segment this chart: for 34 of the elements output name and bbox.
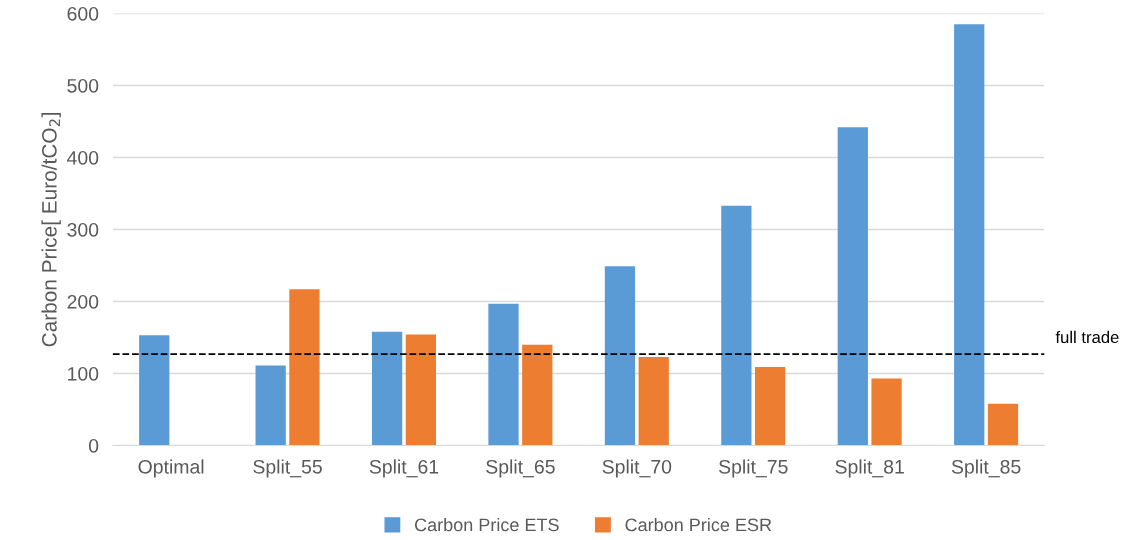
y-tick-label: 500 (67, 78, 99, 93)
bar (255, 365, 286, 446)
bar (604, 266, 636, 446)
y-axis-title: Carbon Price[ Euro/tCO$_{2}$] (41, 113, 61, 347)
x-tick-label: Split_55 (253, 459, 322, 478)
y-tick-label: 0 (88, 438, 99, 453)
bar (638, 356, 669, 446)
x-tick-label: Split_75 (719, 459, 788, 478)
bar (405, 334, 436, 446)
y-tick-label: 200 (67, 294, 99, 309)
y-tick-label: 300 (67, 222, 99, 237)
bar (755, 367, 786, 446)
bar (522, 344, 553, 446)
legend-label: Carbon Price ESR (625, 518, 772, 532)
ref-line-label: full trade (1055, 330, 1119, 344)
x-tick-label: Split_65 (486, 459, 555, 478)
x-tick-label: Split_81 (835, 459, 904, 478)
y-tick-label: 400 (67, 150, 99, 165)
bar (371, 331, 403, 446)
bar (871, 378, 902, 446)
bar (289, 289, 320, 446)
x-tick-label: Split_85 (951, 459, 1021, 478)
bar (721, 205, 752, 446)
x-tick-label: Split_70 (602, 459, 672, 478)
legend-label: Carbon Price ETS (414, 518, 559, 532)
bar (987, 403, 1019, 446)
bar (954, 24, 985, 446)
y-tick-label: 100 (68, 366, 99, 381)
y-tick-label: 600 (67, 6, 99, 21)
x-tick-label: Optimal (138, 459, 204, 478)
bar (139, 335, 170, 446)
bar (488, 303, 519, 446)
x-tick-label: Split_61 (369, 459, 439, 478)
bar (837, 127, 868, 446)
